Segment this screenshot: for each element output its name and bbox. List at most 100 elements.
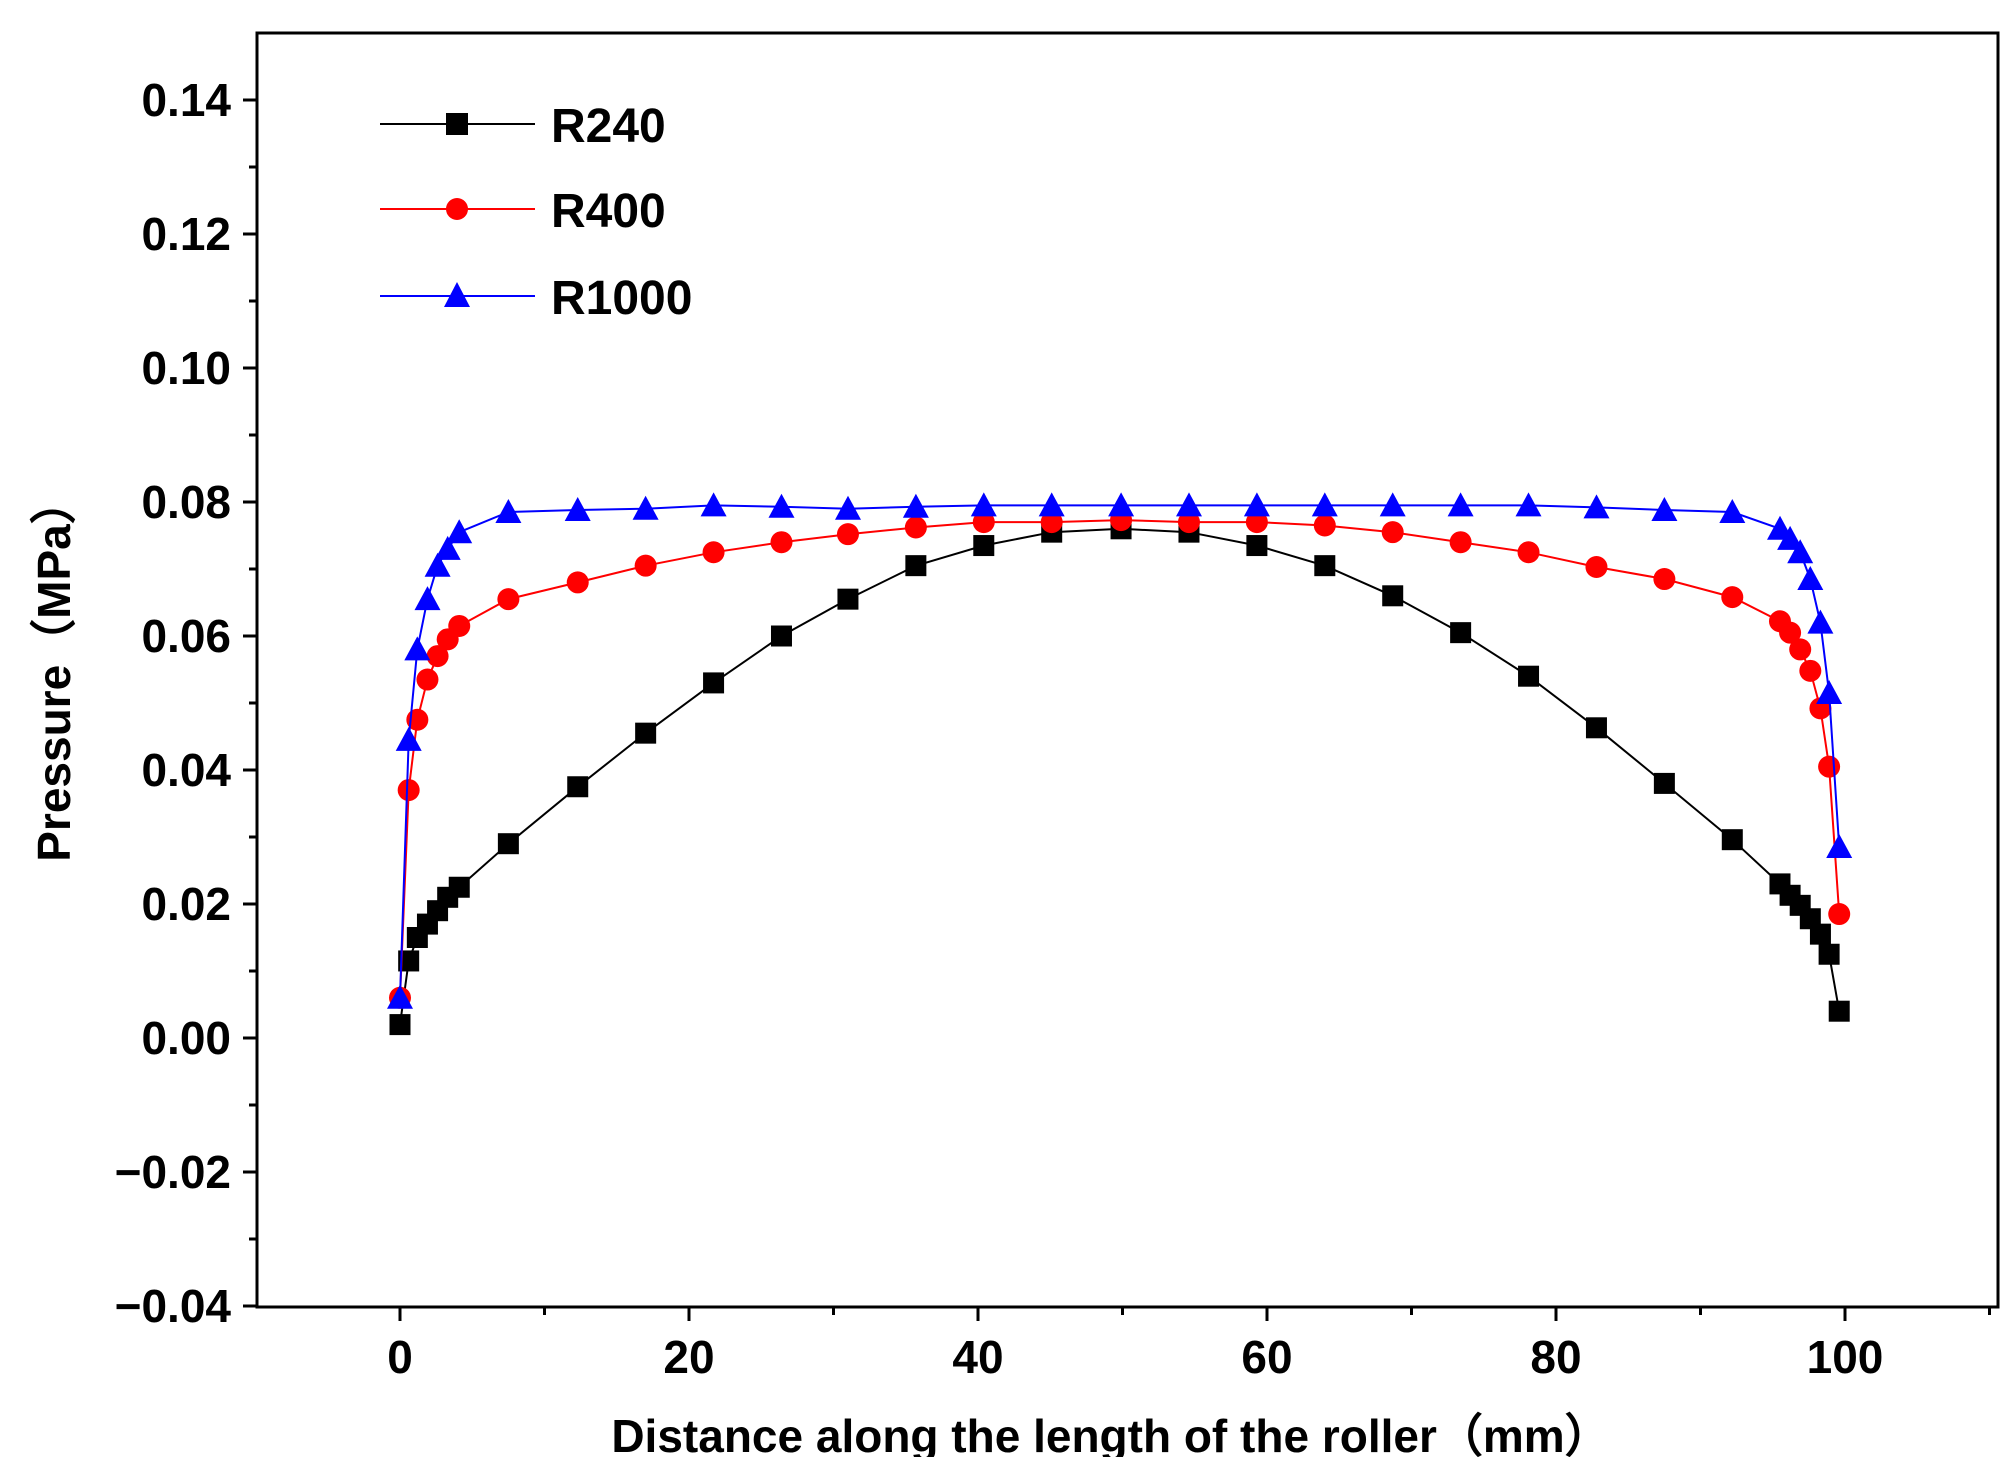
- data-point-r400: [1818, 755, 1841, 778]
- data-point-r240: [567, 776, 589, 798]
- y-tick-label-0-02: 0.02: [141, 878, 231, 930]
- data-point-r1000: [1807, 609, 1834, 634]
- data-point-r240: [389, 1014, 411, 1036]
- y-tick-label-0-04: 0.04: [141, 744, 231, 796]
- data-point-r240: [1653, 772, 1675, 794]
- data-point-r1000: [1797, 566, 1824, 590]
- x-axis-ticks: 0 20 40 60 80 100: [387, 1307, 1991, 1383]
- data-point-r1000: [835, 495, 861, 520]
- y-tick-label-0-04: −0.04: [115, 1280, 232, 1332]
- data-point-r400: [1381, 521, 1404, 544]
- series-r1000: [387, 492, 1853, 1009]
- data-point-r1000: [1719, 499, 1746, 523]
- data-point-r400: [1313, 514, 1336, 537]
- data-point-r1000: [434, 535, 461, 560]
- data-point-r240: [837, 588, 859, 610]
- data-point-r240: [973, 535, 995, 557]
- data-point-r1000: [495, 499, 522, 523]
- data-point-r240: [905, 555, 927, 577]
- data-point-r1000: [1787, 539, 1814, 564]
- legend-marker-r400: [446, 198, 468, 220]
- data-point-r400: [1449, 531, 1472, 554]
- data-point-r240: [1809, 923, 1831, 945]
- data-point-r400: [904, 516, 927, 539]
- data-point-r240: [1314, 555, 1336, 577]
- legend-label-r240: R240: [551, 100, 666, 153]
- data-point-r240: [1246, 535, 1268, 557]
- y-axis-title: Pressure（MPa）: [28, 478, 80, 862]
- data-point-r400: [770, 531, 793, 554]
- x-tick-label-40: 40: [952, 1331, 1003, 1383]
- x-tick-label-80: 80: [1530, 1331, 1581, 1383]
- legend: R240 R400 R1000: [380, 100, 692, 325]
- legend-marker-r240: [446, 113, 468, 135]
- data-point-r240: [1450, 622, 1472, 644]
- y-tick-label-0-14: 0.14: [141, 74, 231, 126]
- data-point-r400: [397, 779, 420, 802]
- data-point-r400: [1799, 659, 1822, 682]
- data-point-r1000: [564, 497, 591, 521]
- data-point-r400: [1177, 511, 1200, 534]
- data-point-r1000: [1826, 834, 1853, 858]
- data-point-r1000: [404, 636, 431, 661]
- x-tick-label-20: 20: [663, 1331, 714, 1383]
- y-tick-label-0-06: 0.06: [141, 610, 231, 662]
- data-point-r240: [398, 950, 420, 972]
- x-tick-label-0: 0: [387, 1331, 413, 1383]
- data-point-r1000: [387, 984, 413, 1009]
- data-point-r1000: [768, 493, 795, 518]
- data-point-r400: [1040, 511, 1063, 534]
- data-point-r240: [770, 625, 792, 647]
- y-tick-label-0-12: 0.12: [141, 208, 231, 260]
- plot-area-frame: [255, 31, 2000, 1309]
- legend-marker-r1000: [444, 282, 470, 307]
- data-point-r400: [1517, 541, 1540, 564]
- data-point-r1000: [414, 586, 441, 611]
- data-point-r1000: [424, 552, 451, 577]
- data-point-r240: [703, 672, 725, 694]
- legend-entry-r400: R400: [380, 185, 666, 238]
- data-point-r1000: [1515, 492, 1542, 517]
- data-point-r400: [1789, 638, 1812, 661]
- data-point-r400: [1585, 555, 1608, 578]
- data-point-r1000: [1816, 680, 1843, 704]
- data-point-r240: [448, 876, 470, 898]
- legend-label-r400: R400: [551, 185, 666, 238]
- data-point-r400: [836, 523, 859, 546]
- data-point-r1000: [902, 493, 929, 518]
- data-point-r1000: [1176, 492, 1202, 517]
- data-point-r400: [1653, 568, 1676, 591]
- data-point-r1000: [1243, 492, 1270, 517]
- data-point-r400: [1828, 903, 1851, 926]
- data-point-r1000: [1038, 492, 1065, 517]
- data-point-r400: [416, 668, 439, 691]
- data-point-r240: [1518, 665, 1540, 687]
- y-tick-label-0-08: 0.08: [141, 476, 231, 528]
- data-point-r1000: [1108, 492, 1135, 517]
- data-point-r240: [1585, 717, 1607, 739]
- legend-entry-r1000: R1000: [380, 272, 692, 325]
- data-point-r1000: [1651, 497, 1678, 521]
- data-point-r240: [635, 722, 657, 744]
- legend-label-r1000: R1000: [551, 272, 692, 325]
- data-point-r400: [448, 614, 471, 637]
- data-point-r400: [1245, 511, 1268, 534]
- y-tick-label-0-02: −0.02: [115, 1146, 231, 1198]
- data-point-r240: [1818, 943, 1840, 965]
- data-point-r400: [702, 541, 725, 564]
- x-axis-title: Distance along the length of the roller（…: [611, 1410, 1610, 1457]
- data-point-r1000: [446, 519, 473, 544]
- y-tick-label-0-10: 0.10: [141, 342, 231, 394]
- x-tick-label-60: 60: [1241, 1331, 1292, 1383]
- y-tick-label-0-00: 0.00: [141, 1012, 231, 1064]
- data-point-r1000: [1777, 525, 1804, 550]
- data-point-r1000: [700, 492, 727, 517]
- data-point-r240: [1721, 829, 1743, 851]
- data-point-r400: [1721, 586, 1744, 609]
- data-point-r1000: [1311, 492, 1338, 517]
- legend-entry-r240: R240: [380, 100, 666, 153]
- y-axis-ticks: −0.04 −0.02 0.00 0.02 0.04 0.06 0.08 0.10 0.12 0.…: [115, 74, 257, 1332]
- data-point-r1000: [1379, 492, 1406, 517]
- data-point-r1000: [970, 492, 997, 517]
